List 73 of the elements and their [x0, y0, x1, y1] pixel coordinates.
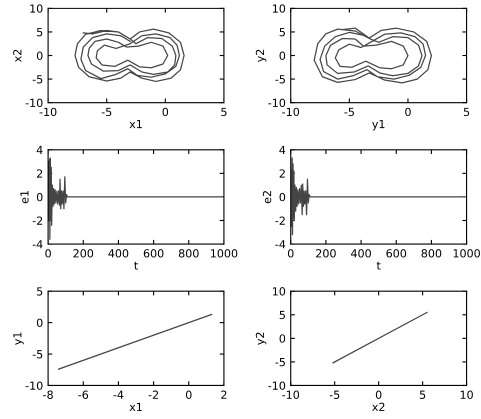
y-axis-title: y1 [13, 332, 24, 345]
x-tick-label: 800 [178, 249, 199, 258]
x-tick-label: 0 [405, 108, 411, 116]
y-tick-label: 5 [280, 310, 285, 320]
x-tick-label: 5 [464, 108, 470, 116]
y-tick-label: -4 [32, 240, 43, 248]
x-tick-label: 10 [460, 390, 473, 399]
x-tick-label: 0 [376, 390, 382, 399]
x-tick-label: -6 [78, 390, 88, 399]
y-tick-label: 2 [280, 169, 285, 178]
y-tick-label: 2 [36, 169, 42, 178]
line-series [48, 157, 224, 240]
y-axis-title: e2 [262, 191, 272, 204]
y-tick-label: -10 [26, 381, 42, 390]
y-tick-label: 0 [36, 192, 42, 202]
y-tick-label: 0 [280, 51, 286, 60]
x-tick-label: 400 [351, 249, 371, 258]
x-tick-label: -2 [148, 390, 158, 399]
x-axis-title: t [376, 262, 381, 270]
x-tick-label: 0 [186, 390, 192, 399]
line-series [314, 28, 432, 84]
y-axis-title: e1 [20, 191, 29, 204]
x-tick-label: 5 [221, 108, 226, 116]
y-tick-label: -4 [275, 240, 286, 248]
x-tick-label: 0 [162, 108, 168, 116]
y-tick-label: 4 [36, 146, 43, 154]
x-tick-label: 600 [386, 249, 406, 258]
y-tick-label: -2 [32, 216, 42, 225]
y-tick-label: 5 [37, 28, 42, 36]
x-tick-label: -4 [113, 390, 124, 399]
y-axis-title: y2 [256, 50, 266, 62]
x-tick-label: 0 [45, 249, 51, 258]
y-tick-label: -10 [268, 98, 286, 108]
x-tick-label: 400 [108, 249, 128, 258]
y-tick-label: 0 [36, 51, 42, 60]
x-tick-label: -5 [344, 108, 354, 116]
x-axis-title: t [134, 262, 138, 270]
y-tick-label: 10 [272, 4, 286, 13]
x-tick-label: 200 [73, 249, 94, 258]
y-tick-label: 0 [280, 334, 286, 343]
x-tick-label: 600 [144, 249, 164, 258]
y-tick-label: 4 [279, 146, 286, 154]
x-axis-title: x1 [130, 120, 142, 128]
x-tick-label: 5 [420, 390, 426, 399]
y-tick-label: 10 [30, 4, 42, 13]
x-tick-label: 1000 [454, 249, 480, 258]
x-tick-label: -5 [330, 390, 340, 399]
y-tick-label: 0 [36, 318, 42, 328]
x-tick-label: 2 [221, 390, 226, 399]
x-tick-label: 0 [288, 249, 294, 258]
y-tick-label: -5 [32, 350, 42, 358]
x-tick-label: 200 [316, 249, 336, 258]
y-tick-label: -5 [32, 75, 42, 84]
y-tick-label: 0 [280, 192, 286, 202]
y-tick-label: -10 [26, 98, 42, 108]
line-series [74, 28, 185, 82]
x-tick-label: 800 [422, 249, 442, 258]
y-tick-label: -2 [275, 216, 285, 225]
y-tick-label: 10 [272, 287, 286, 296]
x-tick-label: 1000 [211, 249, 238, 258]
y-axis-title: y2 [256, 332, 266, 345]
y-tick-label: -10 [268, 381, 286, 390]
x-axis-title: y1 [372, 120, 384, 130]
x-tick-label: -8 [43, 390, 53, 399]
y-tick-label: 5 [280, 28, 285, 36]
line-series [290, 157, 467, 236]
x-axis-title: x1 [130, 402, 142, 411]
x-tick-label: -5 [102, 108, 112, 116]
y-tick-label: -5 [275, 358, 285, 366]
y-axis-title: x2 [13, 50, 22, 62]
y-tick-label: 5 [37, 287, 42, 296]
y-tick-label: -5 [275, 75, 285, 84]
x-axis-title: x2 [372, 402, 384, 411]
